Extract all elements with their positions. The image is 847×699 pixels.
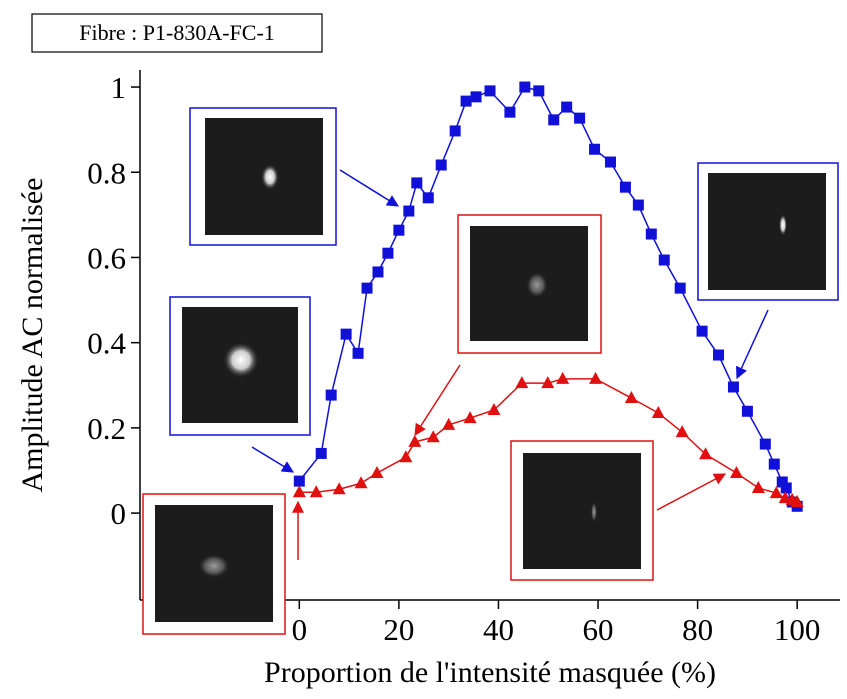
marker — [729, 466, 743, 479]
y-tick-label: 0.2 — [87, 411, 126, 446]
beam-spot — [779, 214, 787, 236]
y-axis-label: Amplitude AC normalisée — [16, 178, 49, 493]
marker — [589, 371, 603, 384]
marker — [561, 101, 573, 113]
marker — [624, 391, 638, 404]
marker — [382, 247, 394, 259]
x-tick-label: 100 — [774, 612, 821, 647]
y-tick-label: 1 — [111, 70, 127, 105]
x-tick-label: 60 — [583, 612, 614, 647]
marker — [727, 381, 739, 393]
marker — [713, 349, 725, 361]
marker — [645, 228, 657, 240]
marker — [769, 486, 783, 499]
inset-image — [708, 173, 826, 290]
marker — [790, 495, 804, 508]
marker — [658, 254, 670, 266]
marker — [442, 417, 456, 430]
marker — [354, 476, 368, 489]
beam-spot — [198, 554, 230, 578]
marker — [674, 282, 686, 294]
y-tick-label: 0 — [111, 496, 127, 531]
marker — [484, 85, 496, 97]
marker — [776, 476, 788, 488]
marker — [449, 125, 461, 137]
marker — [463, 411, 477, 424]
marker — [293, 475, 305, 487]
marker — [574, 112, 586, 124]
y-tick-label: 0.8 — [87, 155, 126, 190]
marker — [780, 482, 792, 494]
beam-spot — [591, 502, 597, 522]
marker — [460, 95, 472, 107]
marker — [352, 347, 364, 359]
marker — [487, 402, 501, 415]
marker — [325, 389, 337, 401]
marker — [470, 91, 482, 103]
arrow — [656, 473, 727, 511]
y-tick-label: 0.6 — [87, 240, 126, 275]
marker — [604, 156, 616, 168]
marker — [370, 466, 384, 479]
marker — [533, 85, 545, 97]
beam-spot — [526, 272, 548, 298]
marker — [332, 482, 346, 495]
beam-spot — [223, 342, 259, 378]
marker — [619, 181, 631, 193]
annotation-box — [31, 13, 323, 53]
plot — [292, 81, 804, 512]
arrow — [251, 446, 295, 473]
marker — [340, 328, 352, 340]
marker — [751, 480, 765, 493]
beam-spot — [261, 164, 279, 190]
arrow — [339, 169, 400, 207]
marker — [675, 425, 689, 438]
marker — [435, 159, 447, 171]
arrow — [736, 309, 769, 380]
series-line — [298, 86, 798, 507]
marker — [309, 485, 323, 498]
marker — [768, 458, 780, 470]
marker — [411, 177, 423, 189]
marker — [426, 430, 440, 443]
marker — [632, 199, 644, 211]
marker — [548, 114, 560, 126]
insets — [142, 107, 839, 635]
marker — [372, 266, 384, 278]
marker — [699, 447, 713, 460]
annotation: Fibre : P1-830A-FC-1 — [79, 20, 275, 45]
x-tick-label: 40 — [483, 612, 514, 647]
marker — [403, 205, 415, 217]
marker — [519, 81, 531, 93]
x-tick-label: 0 — [292, 612, 308, 647]
marker — [556, 371, 570, 384]
arrow — [414, 364, 461, 437]
y-tick-label: 0.4 — [87, 326, 126, 361]
x-tick-label: 80 — [682, 612, 713, 647]
x-tick-label: 20 — [383, 612, 414, 647]
marker — [759, 438, 771, 450]
marker — [292, 485, 306, 498]
marker — [399, 450, 413, 463]
marker — [541, 376, 555, 389]
marker — [504, 106, 516, 118]
x-axis-label: Proportion de l'intensité masquée (%) — [264, 656, 716, 689]
marker — [651, 405, 665, 418]
marker — [515, 376, 529, 389]
marker — [422, 192, 434, 204]
marker — [315, 447, 327, 459]
marker — [361, 282, 373, 294]
marker — [393, 224, 405, 236]
inset-image — [523, 453, 641, 569]
marker — [696, 325, 708, 337]
marker — [408, 434, 422, 447]
marker — [741, 405, 753, 417]
marker — [589, 143, 601, 155]
